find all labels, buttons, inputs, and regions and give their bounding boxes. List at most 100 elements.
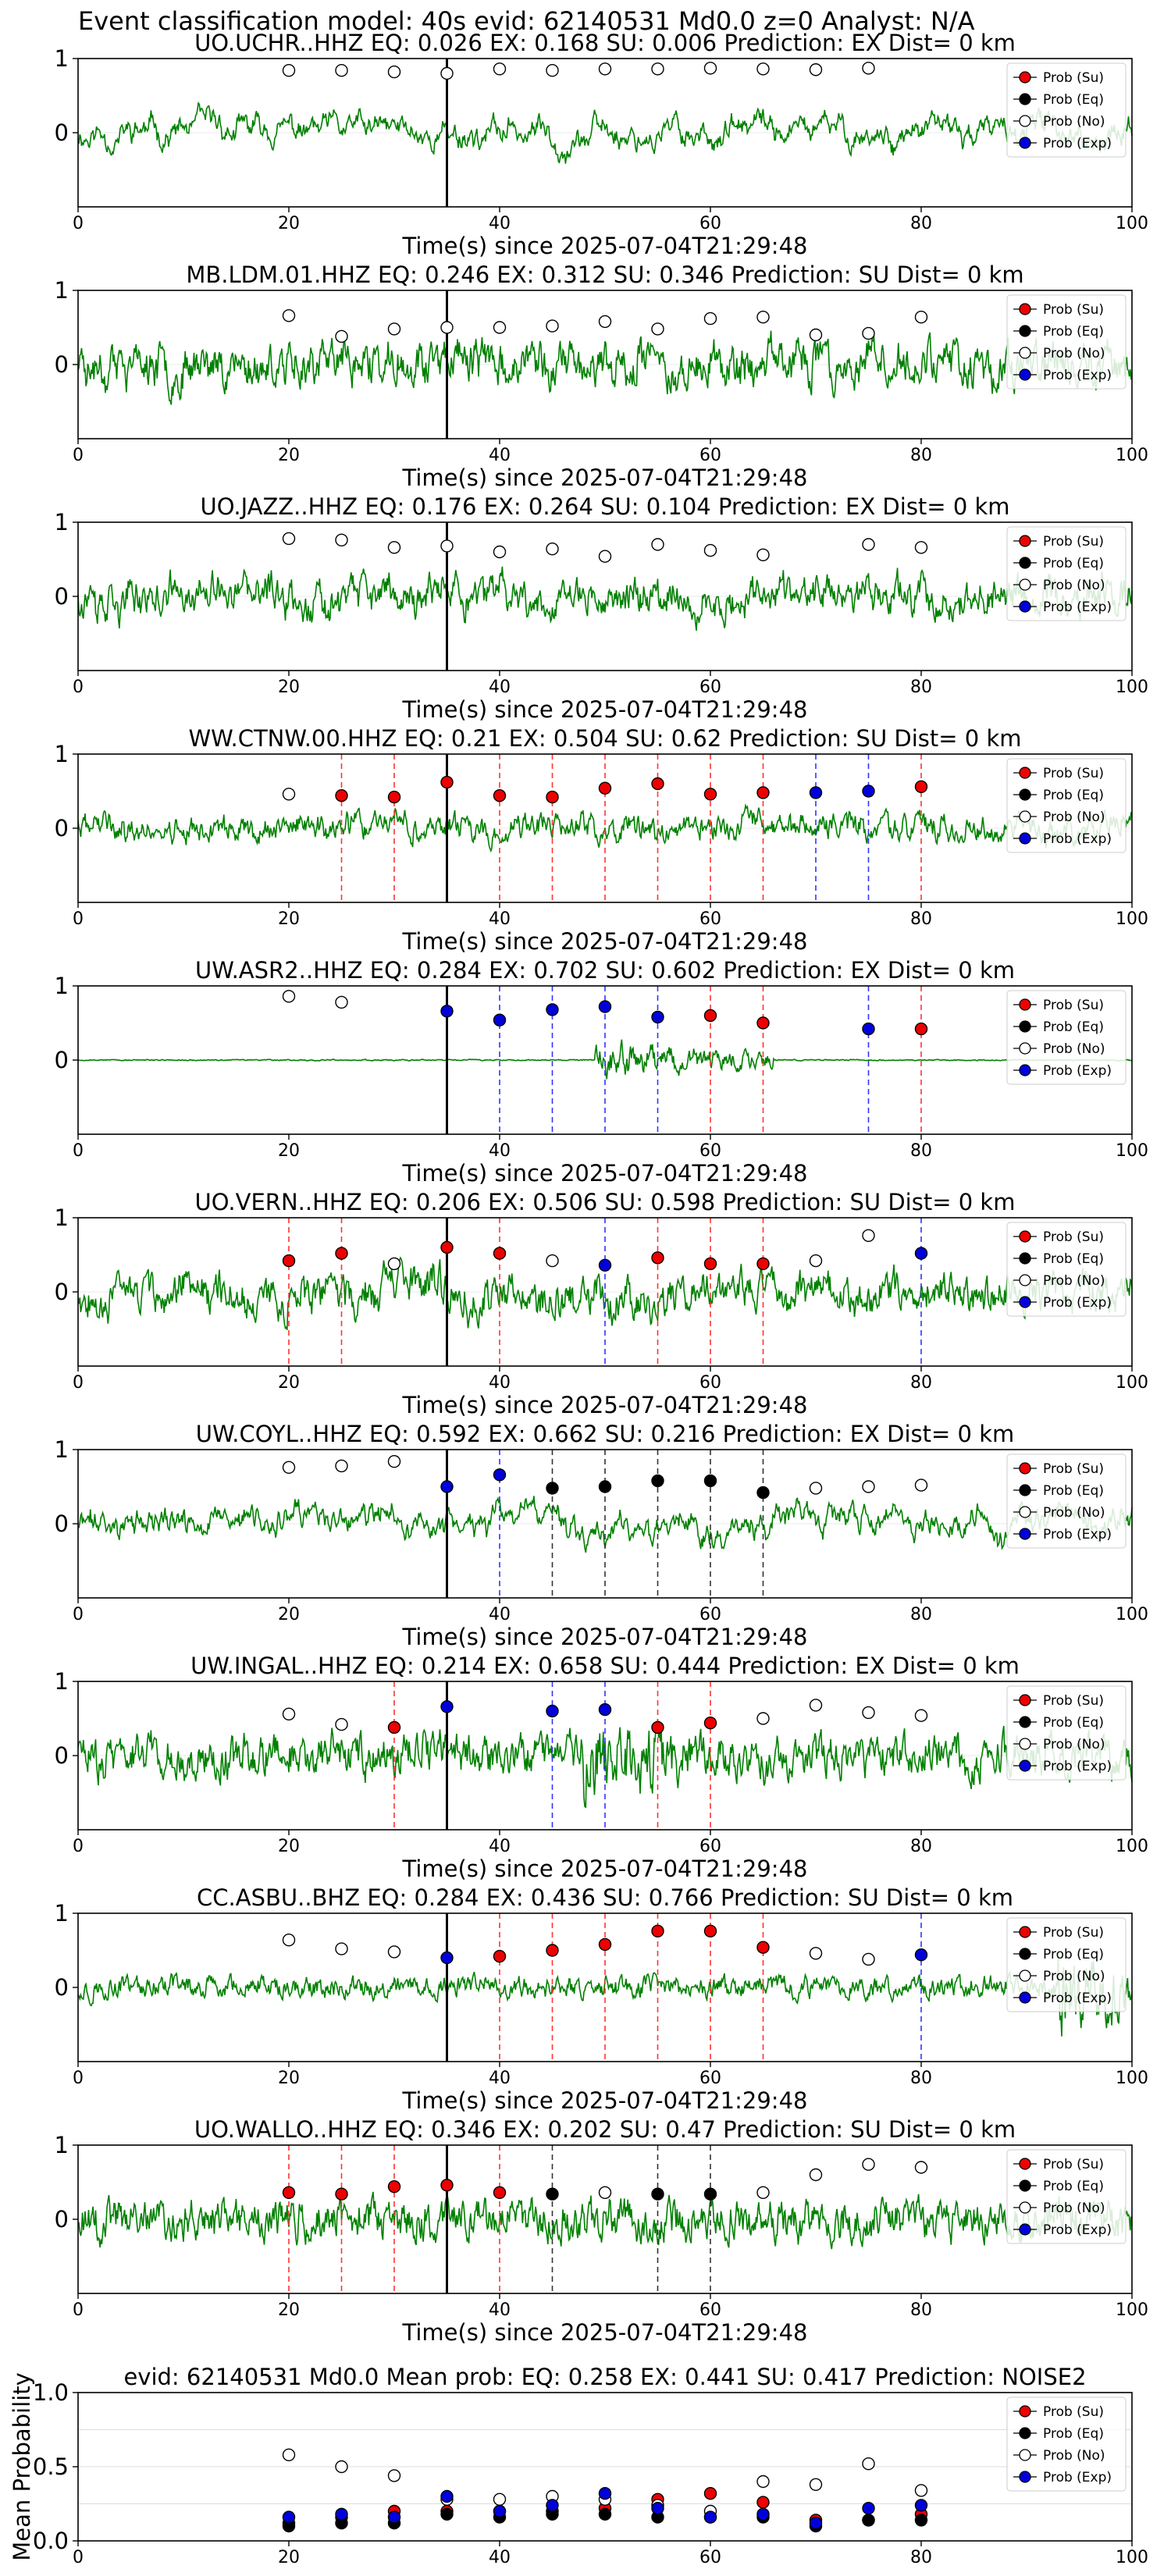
legend-label: Prob (Su) (1043, 766, 1104, 781)
legend-label: Prob (Eq) (1043, 92, 1104, 108)
x-tick-label: 40 (489, 2069, 511, 2088)
mean-marker-no (914, 2484, 928, 2497)
legend-marker-eq (1019, 2179, 1031, 2192)
x-tick-label: 0 (73, 678, 84, 697)
x-tick-label: 0 (73, 1605, 84, 1624)
x-tick-label: 80 (910, 214, 932, 233)
prob-marker-no (914, 311, 928, 324)
prob-marker-no (809, 1482, 823, 1495)
x-tick-label: 40 (489, 678, 511, 697)
waveform-trace (77, 1955, 1133, 2037)
legend-marker-exp (1019, 137, 1031, 149)
mean-marker-exp (651, 2501, 664, 2515)
legend-marker-eq (1019, 557, 1031, 569)
x-tick-label: 20 (278, 446, 300, 465)
x-tick-label: 0 (73, 2069, 84, 2088)
mean-marker-exp (440, 2489, 454, 2503)
x-tick-label: 40 (489, 1837, 511, 1856)
x-axis-label: Time(s) since 2025-07-04T21:29:48 (402, 233, 808, 259)
prob-marker-exp (546, 1003, 559, 1016)
y-tick-label: 1 (55, 1668, 69, 1695)
legend-label: Prob (Su) (1043, 2157, 1104, 2172)
prob-marker-no (809, 328, 823, 342)
prob-marker-exp (598, 1703, 612, 1717)
prob-marker-no (756, 311, 770, 324)
y-tick-label: 0 (55, 1510, 69, 1537)
legend-label: Prob (Eq) (1043, 556, 1104, 571)
prob-marker-no (282, 788, 296, 801)
prob-marker-no (335, 533, 348, 546)
y-axis-label: Mean Probability (9, 2372, 35, 2561)
x-tick-label: 0 (73, 909, 84, 929)
figure-title: Event classification model: 40s evid: 62… (78, 6, 975, 36)
x-tick-label: 0 (73, 2548, 84, 2567)
prob-marker-su (756, 1941, 770, 1954)
y-tick-label: 1.0 (33, 2379, 69, 2406)
x-tick-label: 80 (910, 2300, 932, 2320)
x-tick-label: 40 (489, 909, 511, 929)
legend-label: Prob (Su) (1043, 1229, 1104, 1245)
x-tick-label: 100 (1116, 446, 1148, 465)
prob-marker-no (387, 65, 401, 79)
waveform-trace (77, 802, 1133, 853)
x-tick-label: 100 (1116, 214, 1148, 233)
prob-marker-no (598, 315, 612, 329)
legend-marker-su (1019, 303, 1031, 315)
prob-marker-su (703, 1257, 717, 1271)
x-axis-label: Time(s) since 2025-07-04T21:29:48 (402, 928, 808, 955)
x-tick-label: 100 (1116, 1141, 1148, 1161)
x-axis-label: Time(s) since 2025-07-04T21:29:48 (402, 1392, 808, 1418)
x-tick-label: 100 (1116, 2548, 1148, 2567)
prob-marker-su (914, 780, 928, 793)
x-tick-label: 60 (699, 678, 721, 697)
prob-marker-no (703, 543, 717, 557)
prob-marker-no (651, 62, 664, 76)
y-tick-label: 0 (55, 815, 69, 841)
x-tick-label: 100 (1116, 1605, 1148, 1624)
prob-marker-eq (598, 1480, 612, 1493)
prob-marker-no (282, 309, 296, 322)
prob-marker-no (387, 1454, 401, 1468)
prob-marker-su (651, 1924, 664, 1938)
legend-marker-eq (1019, 1020, 1031, 1033)
prob-marker-su (282, 1254, 296, 1268)
legend-label: Prob (Exp) (1043, 831, 1112, 847)
legend-box (1006, 294, 1127, 390)
prob-marker-su (440, 2179, 454, 2192)
legend-label: Prob (No) (1043, 1273, 1105, 1289)
prob-marker-no (387, 322, 401, 336)
x-tick-label: 20 (278, 909, 300, 929)
subplot-2: UO.JAZZ..HHZ EQ: 0.176 EX: 0.264 SU: 0.1… (55, 493, 1148, 723)
legend-box (1006, 990, 1127, 1085)
y-tick-label: 1 (55, 2132, 69, 2158)
prob-marker-eq (651, 2187, 664, 2201)
prob-marker-no (862, 538, 875, 551)
subplot-title: CC.ASBU..BHZ EQ: 0.284 EX: 0.436 SU: 0.7… (197, 1884, 1013, 1911)
x-axis-label: Time(s) since 2025-07-04T21:29:48 (402, 1160, 808, 1187)
legend-box (1006, 758, 1127, 853)
prob-marker-no (282, 990, 296, 1003)
legend-marker-no (1019, 347, 1031, 359)
legend-label: Prob (Su) (1043, 1461, 1104, 1477)
subplot-title: UO.UCHR..HHZ EQ: 0.026 EX: 0.168 SU: 0.0… (194, 30, 1016, 56)
subplot-title: MB.LDM.01.HHZ EQ: 0.246 EX: 0.312 SU: 0.… (186, 262, 1023, 288)
prob-marker-no (809, 2168, 823, 2182)
legend-label: Prob (Su) (1043, 534, 1104, 550)
prob-marker-no (756, 62, 770, 76)
x-tick-label: 60 (699, 2548, 721, 2567)
subplot-title: evid: 62140531 Md0.0 Mean prob: EQ: 0.25… (123, 2364, 1086, 2390)
legend-marker-eq (1019, 325, 1031, 337)
waveform-trace (77, 101, 1133, 164)
x-tick-label: 60 (699, 909, 721, 929)
legend-box (1006, 1222, 1127, 1317)
waveform-trace (77, 2191, 1133, 2250)
prob-marker-no (809, 63, 823, 76)
prob-marker-no (282, 532, 296, 546)
legend-marker-no (1019, 115, 1031, 127)
prob-marker-no (440, 66, 454, 80)
legend-marker-eq (1019, 1252, 1031, 1265)
x-axis-label: Time(s) since 2025-07-04T21:29:48 (402, 464, 808, 491)
prob-marker-exp (598, 1258, 612, 1272)
prob-marker-su (703, 788, 717, 801)
x-tick-label: 40 (489, 214, 511, 233)
